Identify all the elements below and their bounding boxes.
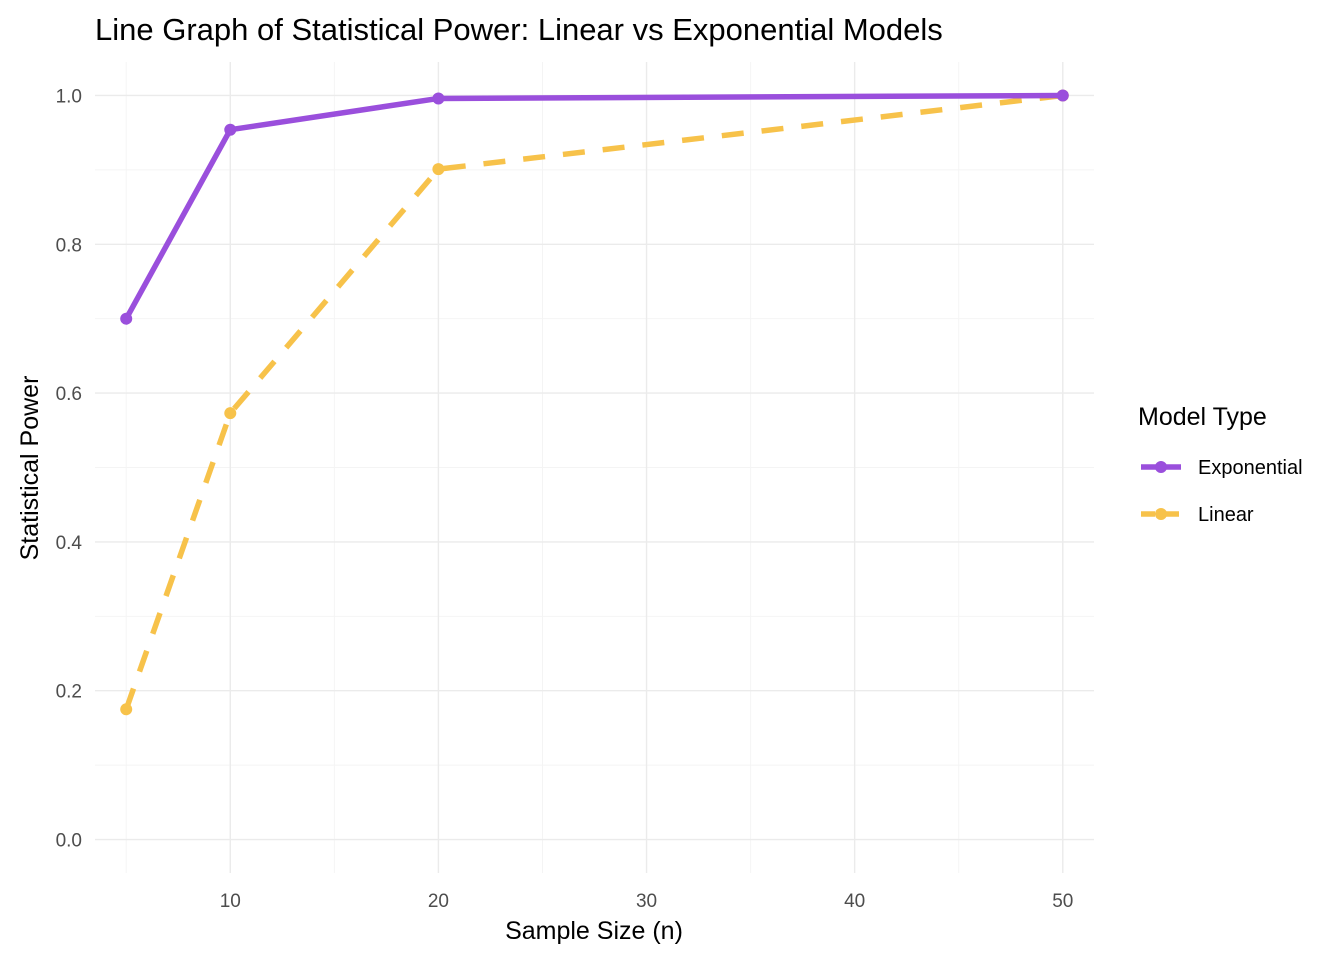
series-layer [120,89,1069,716]
chart-title: Line Graph of Statistical Power: Linear … [95,12,943,47]
series-line-linear [123,92,1064,711]
y-tick-label: 1.0 [56,86,82,107]
x-axis-title: Sample Size (n) [505,917,683,945]
data-point-linear [120,703,133,716]
legend-key-point-exponential [1155,461,1167,473]
x-tick-label: 40 [844,891,865,912]
legend: Model Type Exponential Linear [1138,403,1303,526]
data-point-exponential [120,312,133,325]
y-axis-title: Statistical Power [16,376,44,561]
data-point-exponential [1056,89,1069,102]
series-line-exponential [123,92,1066,322]
x-tick-label: 50 [1052,891,1073,912]
grid [95,62,1094,873]
legend-title: Model Type [1138,403,1267,431]
legend-key-point-linear [1155,508,1167,520]
y-tick-label: 0.0 [56,831,82,852]
legend-label-exponential: Exponential [1198,457,1303,479]
x-tick-label: 10 [220,891,241,912]
y-tick-label: 0.2 [56,682,82,703]
data-point-exponential [432,92,445,105]
x-tick-label: 30 [636,891,657,912]
legend-label-linear: Linear [1198,504,1254,526]
data-point-linear [432,163,445,176]
y-tick-label: 0.8 [56,235,82,256]
data-point-linear [224,407,237,420]
y-axis-ticks: 0.0 0.2 0.4 0.6 0.8 1.0 [56,86,83,851]
y-tick-label: 0.6 [56,384,82,405]
data-point-exponential [224,123,237,136]
x-tick-label: 20 [428,891,449,912]
x-axis-ticks: 10 20 30 40 50 [220,891,1074,912]
y-tick-label: 0.4 [56,533,83,554]
